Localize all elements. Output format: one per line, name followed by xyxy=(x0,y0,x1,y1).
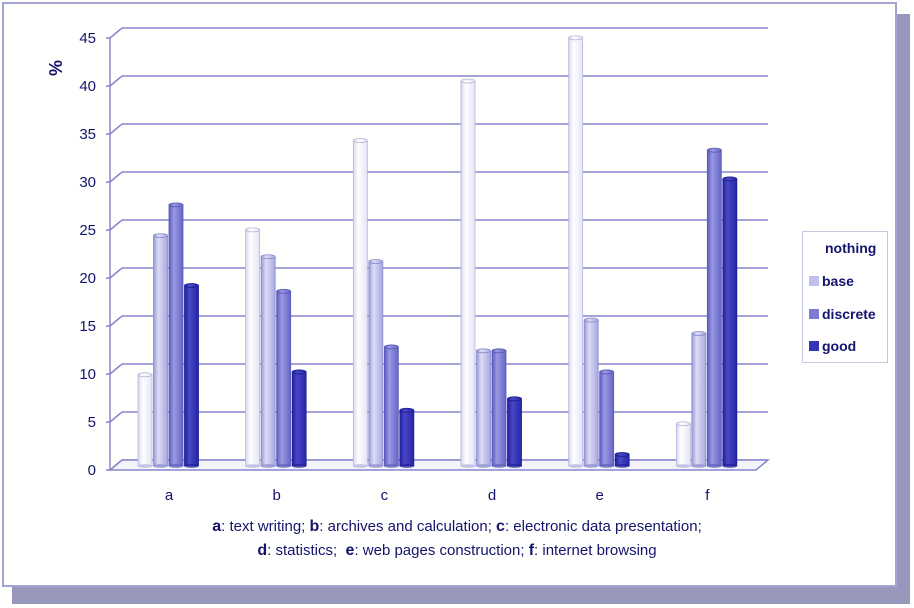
legend-label: base xyxy=(822,273,854,289)
caption-key: c xyxy=(496,518,505,535)
caption-text: : statistics; xyxy=(267,542,346,559)
bar-b-good xyxy=(291,369,307,468)
bar-f-good xyxy=(722,176,738,468)
bar-a-discrete xyxy=(168,202,184,468)
bar-b-base xyxy=(260,254,276,468)
y-tick-label: 10 xyxy=(79,366,96,383)
bar-f-discrete xyxy=(706,147,722,468)
caption-line-2: d: statistics; e: web pages construction… xyxy=(0,542,914,560)
caption-key: d xyxy=(257,542,268,559)
caption-text: : web pages construction; xyxy=(354,542,529,559)
y-tick-label: 30 xyxy=(79,174,96,191)
legend-swatch-icon xyxy=(809,341,819,351)
caption-text: : electronic data presentation; xyxy=(504,518,702,535)
caption-text: : internet browsing xyxy=(534,542,657,559)
legend: nothing base discrete good xyxy=(802,231,888,363)
caption-key: f xyxy=(528,542,535,559)
legend-item-good: good xyxy=(809,338,856,354)
bar-d-good xyxy=(507,396,522,468)
legend-item-base: base xyxy=(809,273,854,289)
x-tick-label: f xyxy=(705,487,710,504)
legend-label: discrete xyxy=(822,306,876,322)
bar-b-nothing xyxy=(245,227,261,468)
legend-swatch-icon xyxy=(809,309,819,319)
bar-a-nothing xyxy=(137,372,153,468)
caption-key: a xyxy=(212,518,222,535)
caption-text: : text writing; xyxy=(221,518,310,535)
legend-label: nothing xyxy=(825,240,877,256)
bar-e-base xyxy=(583,317,599,468)
x-tick-label: c xyxy=(381,487,389,504)
bar-c-nothing xyxy=(352,138,368,468)
bar-f-base xyxy=(691,331,707,468)
y-tick-label: 0 xyxy=(88,462,96,479)
x-tick-label: b xyxy=(272,487,280,504)
y-tick-label: 20 xyxy=(79,270,96,287)
bar-c-good xyxy=(399,407,415,468)
bar-d-base xyxy=(476,348,491,468)
bars xyxy=(137,35,738,468)
bar-e-good xyxy=(614,452,630,468)
x-tick-label: a xyxy=(165,487,174,504)
legend-item-nothing: nothing xyxy=(825,240,876,256)
bar-a-good xyxy=(184,283,199,468)
y-tick-label: 45 xyxy=(79,30,96,47)
x-tick-label: e xyxy=(595,487,603,504)
axis-labels: 0 5 10 15 20 25 30 35 40 45% a b c d e f xyxy=(46,30,710,504)
gridlines xyxy=(106,27,771,471)
bar-a-base xyxy=(153,233,168,468)
legend-item-discrete: discrete xyxy=(809,306,876,322)
caption-line-1: a: text writing; b: archives and calcula… xyxy=(0,518,914,536)
caption-key: b xyxy=(309,518,320,535)
bar-f-nothing xyxy=(675,421,691,468)
chart-frame xyxy=(2,2,897,587)
bar-c-base xyxy=(368,259,384,468)
legend-label: good xyxy=(822,338,857,354)
y-tick-label: 40 xyxy=(79,78,96,95)
bar-b-discrete xyxy=(276,288,292,468)
x-tick-label: d xyxy=(488,487,496,504)
bar-e-discrete xyxy=(599,369,615,468)
bar-c-discrete xyxy=(383,344,399,468)
y-tick-label: 5 xyxy=(88,414,96,431)
y-tick-label: 15 xyxy=(79,318,96,335)
caption-key: e xyxy=(345,542,355,559)
caption-text: : archives and calculation; xyxy=(319,518,497,535)
bar-d-discrete xyxy=(491,348,507,468)
legend-swatch-icon xyxy=(809,276,819,286)
y-tick-label: 25 xyxy=(79,222,96,239)
bar-e-nothing xyxy=(568,35,584,468)
y-tick-label: 35 xyxy=(79,126,96,143)
bar-d-nothing xyxy=(460,78,476,468)
y-axis-label: % xyxy=(46,60,66,76)
